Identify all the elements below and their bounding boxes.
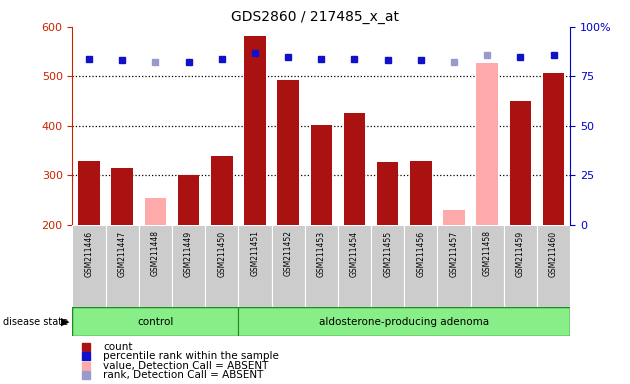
Text: GSM211456: GSM211456 [416, 230, 425, 276]
Text: GSM211459: GSM211459 [516, 230, 525, 276]
Bar [72, 307, 238, 336]
Text: count: count [103, 341, 133, 352]
Bar [78, 161, 100, 225]
Text: GSM211447: GSM211447 [118, 230, 127, 276]
Bar [543, 73, 564, 225]
Text: aldosterone-producing adenoma: aldosterone-producing adenoma [319, 316, 490, 327]
Bar [145, 198, 166, 225]
Bar [504, 225, 537, 307]
Text: ▶: ▶ [60, 316, 69, 327]
Text: value, Detection Call = ABSENT: value, Detection Call = ABSENT [103, 361, 268, 371]
Text: GSM211453: GSM211453 [317, 230, 326, 276]
Bar [311, 125, 332, 225]
Text: control: control [137, 316, 174, 327]
Text: GSM211450: GSM211450 [217, 230, 226, 276]
Bar [238, 225, 272, 307]
Bar [205, 225, 238, 307]
Text: GSM211455: GSM211455 [383, 230, 392, 276]
Text: GSM211457: GSM211457 [450, 230, 459, 276]
Bar [510, 101, 531, 225]
Text: GSM211460: GSM211460 [549, 230, 558, 276]
Bar [178, 175, 199, 225]
Bar [72, 225, 106, 307]
Bar [471, 225, 504, 307]
Bar [272, 225, 305, 307]
Text: GSM211451: GSM211451 [251, 230, 260, 276]
Bar [444, 210, 465, 225]
Bar [338, 225, 371, 307]
Text: GSM211448: GSM211448 [151, 230, 160, 276]
Bar [211, 156, 232, 225]
Bar [106, 225, 139, 307]
Text: GSM211454: GSM211454 [350, 230, 359, 276]
Text: GSM211458: GSM211458 [483, 230, 491, 276]
Text: GSM211452: GSM211452 [284, 230, 292, 276]
Text: rank, Detection Call = ABSENT: rank, Detection Call = ABSENT [103, 370, 264, 381]
Bar [437, 225, 471, 307]
Bar [377, 162, 398, 225]
Bar [139, 225, 172, 307]
Bar [172, 225, 205, 307]
Bar [410, 161, 432, 225]
Text: disease state: disease state [3, 316, 68, 327]
Bar [537, 225, 570, 307]
Text: GSM211446: GSM211446 [84, 230, 93, 276]
Bar [305, 225, 338, 307]
Bar [476, 63, 498, 225]
Text: GSM211449: GSM211449 [184, 230, 193, 276]
Text: GDS2860 / 217485_x_at: GDS2860 / 217485_x_at [231, 10, 399, 23]
Bar [112, 168, 133, 225]
Bar [344, 113, 365, 225]
Text: percentile rank within the sample: percentile rank within the sample [103, 351, 279, 361]
Bar [244, 36, 266, 225]
Bar [404, 225, 437, 307]
Bar [371, 225, 404, 307]
Bar [277, 80, 299, 225]
Bar [238, 307, 570, 336]
